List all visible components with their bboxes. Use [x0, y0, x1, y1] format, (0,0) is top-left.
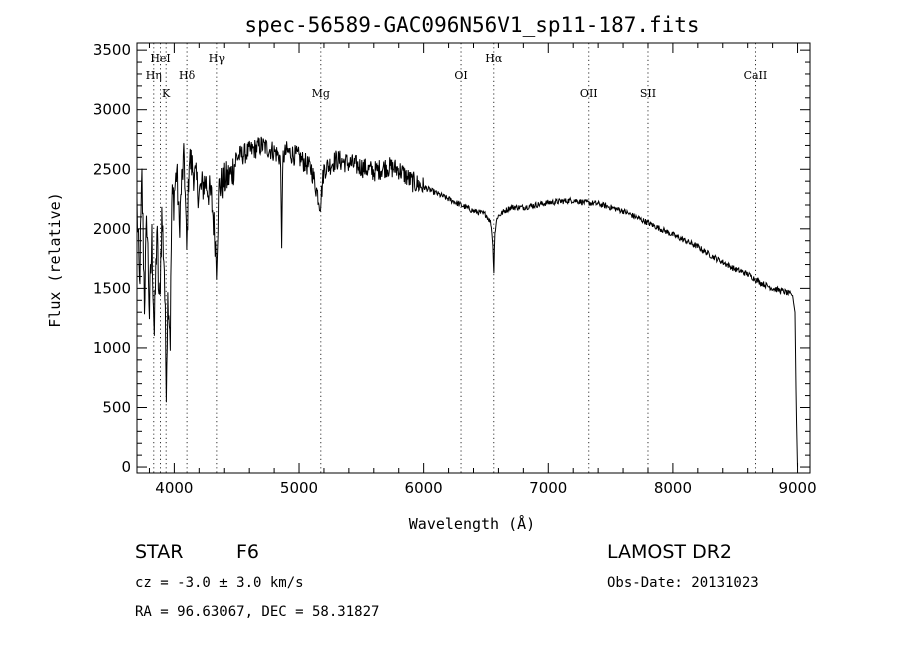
y-tick-label: 2000: [93, 220, 131, 238]
axis-ticks: 4000 5000 6000 7000 8000 9000 0 500 1000 1500 2000…: [93, 41, 817, 497]
spectral-line-label: OII: [580, 87, 598, 100]
x-tick-label: 7000: [529, 479, 567, 497]
y-tick-label: 0: [121, 458, 131, 476]
y-tick-label: 3000: [93, 101, 131, 119]
spectral-line-label: K: [162, 87, 171, 100]
spectral-line-label: SII: [640, 87, 656, 100]
object-class: STAR: [135, 541, 184, 563]
redshift-text: cz = -3.0 ± 3.0 km/s: [135, 575, 304, 591]
spectral-line-label: Hδ: [179, 69, 196, 82]
x-tick-label: 8000: [654, 479, 692, 497]
coordinates-text: RA = 96.63067, DEC = 58.31827: [135, 604, 380, 620]
spectral-line-markers: HeI HηK Hδ Hγ Mg OI Hα OII SII CaII: [146, 43, 768, 473]
spectrum-series: [136, 136, 798, 468]
x-tick-label: 5000: [280, 479, 318, 497]
x-tick-label: 4000: [155, 479, 193, 497]
x-tick-label: 6000: [405, 479, 443, 497]
survey-name: LAMOST DR2: [607, 541, 732, 563]
y-axis-label: Flux (relative): [46, 192, 64, 327]
spectral-line-label: CaII: [744, 69, 768, 82]
spectral-line-label: OI: [454, 69, 467, 82]
spectrum-chart: spec-56589-GAC096N56V1_sp11-187.fits HeI…: [46, 13, 817, 533]
spectral-line-label: Mg: [312, 87, 330, 100]
observation-date: Obs-Date: 20131023: [607, 575, 759, 591]
spectral-line-label: Hη: [146, 69, 162, 82]
spectral-line-label: HeI: [150, 52, 170, 65]
y-tick-label: 2500: [93, 160, 131, 178]
y-tick-label: 500: [102, 398, 131, 416]
plot-frame: [136, 42, 811, 474]
spectrum-trace: [136, 136, 798, 468]
object-subclass: F6: [236, 541, 260, 563]
chart-title: spec-56589-GAC096N56V1_sp11-187.fits: [244, 13, 699, 37]
spectral-line-label: Hγ: [209, 52, 226, 65]
spectral-line-label: Hα: [485, 52, 503, 65]
y-tick-label: 1500: [93, 279, 131, 297]
x-tick-label: 9000: [778, 479, 816, 497]
y-tick-label: 3500: [93, 41, 131, 59]
x-axis-label: Wavelength (Å): [409, 514, 535, 533]
y-tick-label: 1000: [93, 339, 131, 357]
